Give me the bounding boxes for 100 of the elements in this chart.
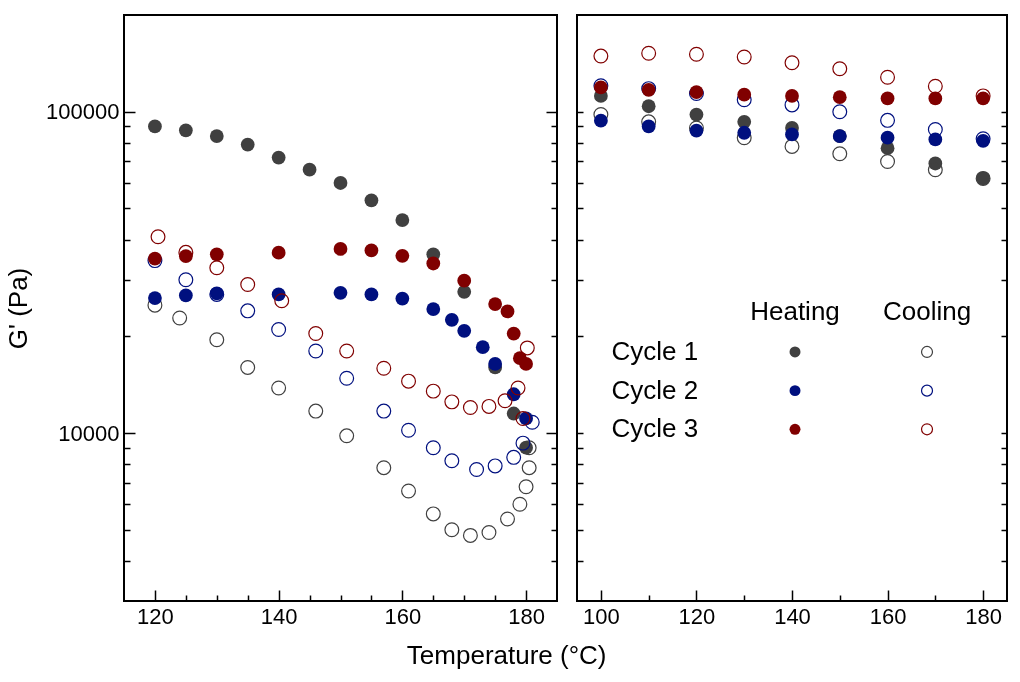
point	[785, 127, 799, 142]
x-tick-label: 140	[260, 603, 298, 629]
point	[364, 287, 379, 302]
point	[271, 380, 287, 396]
point	[641, 99, 656, 114]
point	[641, 45, 657, 61]
x-tick-label: 120	[137, 603, 174, 629]
point	[500, 304, 515, 319]
point	[240, 303, 256, 319]
point	[364, 243, 379, 258]
point	[928, 91, 943, 106]
point	[209, 332, 225, 348]
point	[302, 162, 317, 177]
point	[240, 359, 256, 375]
point	[457, 323, 472, 338]
point	[426, 302, 441, 316]
point	[927, 78, 943, 94]
point	[737, 125, 752, 140]
point	[880, 91, 895, 106]
point	[240, 276, 256, 292]
point	[689, 107, 704, 122]
point	[880, 130, 895, 145]
point	[425, 383, 441, 399]
point	[274, 293, 290, 309]
annotation: Cycle 1	[611, 335, 699, 366]
point	[339, 343, 355, 359]
point	[784, 55, 800, 71]
point	[593, 48, 609, 64]
point	[209, 260, 225, 276]
point	[271, 150, 286, 165]
point	[518, 479, 534, 495]
point	[488, 357, 503, 371]
point	[308, 403, 324, 419]
point	[688, 46, 704, 62]
point	[500, 511, 516, 527]
point	[339, 428, 355, 444]
point	[395, 213, 410, 227]
point	[462, 400, 478, 416]
point	[209, 247, 224, 262]
point	[178, 288, 193, 303]
point	[880, 154, 896, 169]
point	[512, 496, 528, 512]
annotation: Cycle 2	[611, 374, 699, 405]
x-tick-label: 160	[869, 603, 907, 629]
point	[880, 69, 896, 85]
point	[515, 435, 531, 451]
point	[506, 449, 522, 465]
point	[308, 326, 324, 341]
point	[401, 483, 417, 499]
point	[376, 360, 392, 376]
point	[519, 340, 535, 356]
point	[401, 373, 417, 389]
point	[444, 312, 459, 327]
point	[785, 89, 799, 103]
point	[524, 414, 540, 430]
point	[339, 370, 355, 386]
annotation: Cycle 3	[611, 413, 699, 444]
point	[457, 273, 472, 288]
point	[497, 393, 513, 409]
point	[487, 458, 503, 474]
point	[444, 394, 460, 410]
y-tick-label: 10000	[58, 420, 120, 446]
point	[784, 138, 800, 154]
point	[481, 525, 497, 541]
point	[425, 440, 441, 456]
x-tick-label: 180	[508, 603, 545, 629]
x-tick-label: 160	[384, 603, 422, 629]
point	[444, 453, 460, 469]
point	[880, 112, 896, 128]
point	[271, 322, 287, 337]
y-axis-title: G' (Pa)	[3, 267, 34, 350]
point	[481, 398, 497, 414]
point	[178, 272, 194, 288]
x-tick-label: 180	[965, 603, 1002, 629]
point	[401, 422, 417, 438]
annotation: Cooling	[882, 296, 972, 327]
point	[784, 97, 800, 113]
point	[425, 506, 441, 522]
point	[832, 104, 848, 120]
point	[457, 284, 472, 299]
x-tick-label: 100	[583, 603, 620, 629]
point	[832, 90, 847, 105]
point	[178, 123, 193, 138]
point	[832, 146, 848, 162]
x-tick-label: 120	[678, 603, 716, 629]
point	[308, 343, 324, 359]
y-tick-label: 100000	[46, 99, 120, 125]
point	[376, 460, 392, 476]
point	[333, 242, 348, 256]
point	[519, 357, 533, 371]
point	[150, 229, 166, 245]
point	[240, 137, 255, 152]
point	[426, 256, 441, 271]
point	[333, 285, 348, 300]
point	[148, 291, 162, 305]
x-tick-label: 140	[774, 603, 811, 629]
point	[521, 460, 537, 476]
point	[506, 326, 521, 341]
point	[510, 380, 526, 396]
point	[148, 119, 162, 134]
